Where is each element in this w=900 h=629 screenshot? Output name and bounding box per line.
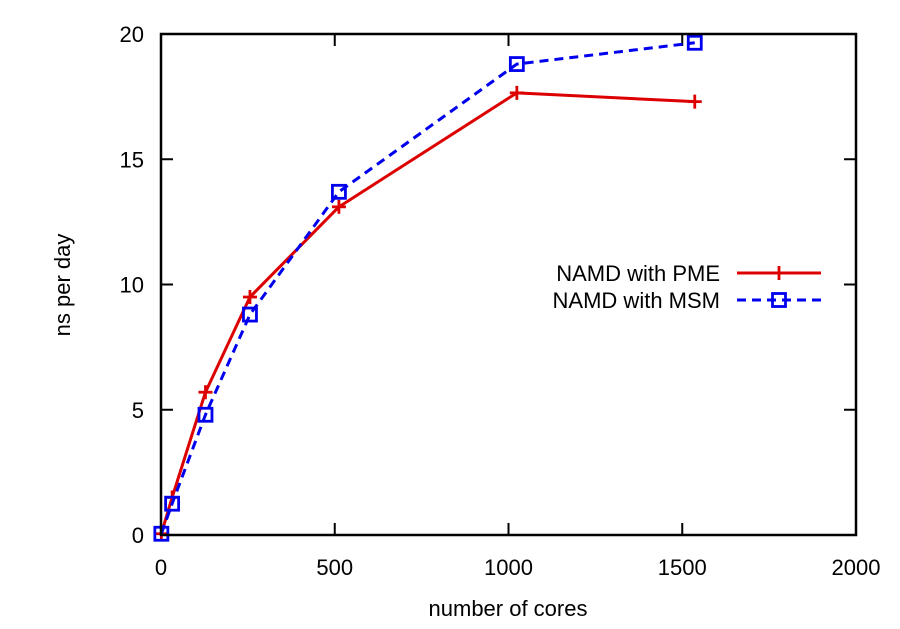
data-point <box>242 290 257 305</box>
axis-ticks <box>160 33 857 536</box>
data-point <box>242 306 258 323</box>
x-axis-title: number of cores <box>429 596 588 621</box>
x-tick-label: 0 <box>155 555 167 580</box>
legend-item: NAMD with MSM <box>553 288 821 313</box>
x-tick-label: 1500 <box>658 555 707 580</box>
x-tick-labels: 0 500 1000 1500 2000 <box>155 555 881 580</box>
legend-marker <box>771 292 787 308</box>
y-tick-labels: 0 5 10 15 20 <box>120 22 144 548</box>
y-tick-label: 5 <box>132 398 144 423</box>
plot-frame <box>159 32 858 537</box>
y-tick-label: 10 <box>120 273 144 298</box>
y-tick-label: 15 <box>120 147 144 172</box>
y-axis-title: ns per day <box>50 234 75 337</box>
legend-label: NAMD with PME <box>556 261 720 286</box>
x-tick-label: 2000 <box>832 555 881 580</box>
legend-label: NAMD with MSM <box>553 288 720 313</box>
data-point <box>686 34 703 51</box>
series-pme <box>154 85 702 541</box>
series-line <box>159 91 695 535</box>
data-point <box>509 85 524 100</box>
series-layer <box>153 34 703 542</box>
legend-item: NAMD with PME <box>556 261 821 286</box>
data-point <box>508 56 525 72</box>
x-tick-label: 1000 <box>484 555 533 580</box>
legend-marker <box>772 266 786 280</box>
series-line <box>159 41 695 535</box>
y-tick-label: 20 <box>120 22 144 47</box>
data-point <box>198 385 213 400</box>
y-tick-label: 0 <box>132 523 144 548</box>
data-point <box>331 199 346 214</box>
data-point <box>687 94 702 109</box>
data-point <box>197 406 214 423</box>
data-point <box>331 183 347 200</box>
x-tick-label: 500 <box>316 555 353 580</box>
data-point <box>164 495 181 512</box>
